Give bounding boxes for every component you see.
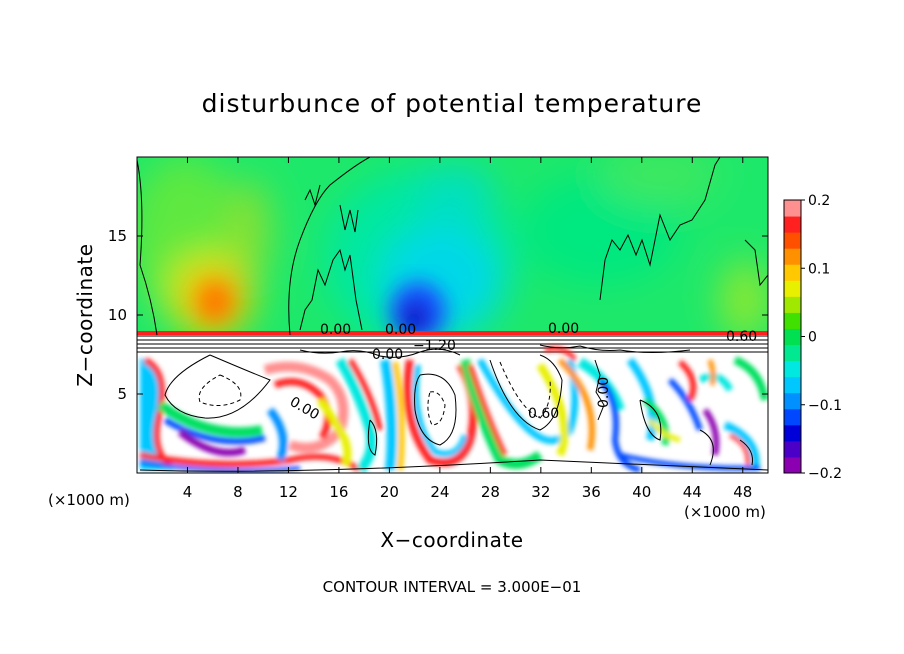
colorbar-swatch (784, 424, 801, 442)
x-tick-label: 20 (380, 483, 399, 501)
colorbar-tick-label: −0.1 (808, 398, 842, 414)
colorbar-swatch (784, 264, 801, 281)
x-tick-label: 40 (632, 483, 651, 501)
colorbar-swatch (784, 280, 801, 297)
y-axis-label: Z−coordinate (73, 243, 97, 386)
y-axis: 5 10 15 (108, 227, 768, 403)
contour-label: 0.00 (320, 322, 351, 338)
contour-label: 0.00 (596, 377, 612, 408)
contour-label: 0.00 (548, 321, 579, 337)
heatmap-field (137, 157, 768, 473)
x-unit-label: (×1000 m) (48, 491, 130, 509)
colorbar-ticks: 0.2 0.1 0 −0.1 −0.2 (801, 193, 842, 482)
colorbar-tick-label: 0.2 (808, 193, 830, 209)
colorbar-swatch (784, 296, 801, 313)
colorbar-swatch (784, 408, 801, 426)
x-tick-label: 36 (582, 483, 601, 501)
colorbar-tick-label: 0.1 (808, 261, 830, 277)
x-unit-label-right: (×1000 m) (684, 503, 766, 521)
colorbar-swatch (784, 312, 801, 329)
x-tick-label: 28 (481, 483, 500, 501)
colorbar-swatch (784, 216, 801, 233)
contour-label: 0.00 (372, 347, 403, 363)
colorbar-swatch (784, 232, 801, 249)
colorbar-swatch (784, 360, 801, 378)
contour-interval-note: CONTOUR INTERVAL = 3.000E−01 (323, 578, 582, 596)
colorbar-swatch (784, 456, 801, 474)
colorbar-swatch (784, 344, 801, 362)
x-tick-label: 12 (279, 483, 298, 501)
colorbar-tick-label: −0.2 (808, 466, 842, 482)
contour-label: −1.20 (413, 338, 456, 354)
x-tick-label: 8 (233, 483, 243, 501)
x-tick-label: 4 (183, 483, 193, 501)
x-axis-label: X−coordinate (380, 528, 523, 552)
x-tick-label: 16 (329, 483, 348, 501)
y-tick-label: 5 (117, 385, 127, 403)
colorbar-swatch (784, 376, 801, 394)
x-tick-label: 44 (683, 483, 702, 501)
x-tick-label: 24 (430, 483, 449, 501)
contour-label: 0.00 (385, 322, 416, 338)
x-tick-label: 48 (733, 483, 752, 501)
colorbar (783, 199, 802, 474)
x-tick-label: 32 (531, 483, 550, 501)
colorbar-swatch (784, 440, 801, 458)
colorbar-swatch (784, 248, 801, 265)
y-tick-label: 15 (108, 227, 127, 245)
contour-label: 0.60 (528, 406, 559, 422)
contour-lines (137, 157, 768, 472)
colorbar-swatch (784, 392, 801, 410)
x-axis: 4 8 12 16 20 24 28 32 36 40 44 48 (183, 157, 752, 501)
colorbar-swatch (784, 328, 801, 346)
chart-title: disturbunce of potential temperature (202, 89, 703, 118)
y-tick-label: 10 (108, 306, 127, 324)
colorbar-tick-label: 0 (808, 330, 817, 346)
colorbar-swatch (784, 200, 801, 217)
contour-label: 0.60 (726, 329, 757, 345)
